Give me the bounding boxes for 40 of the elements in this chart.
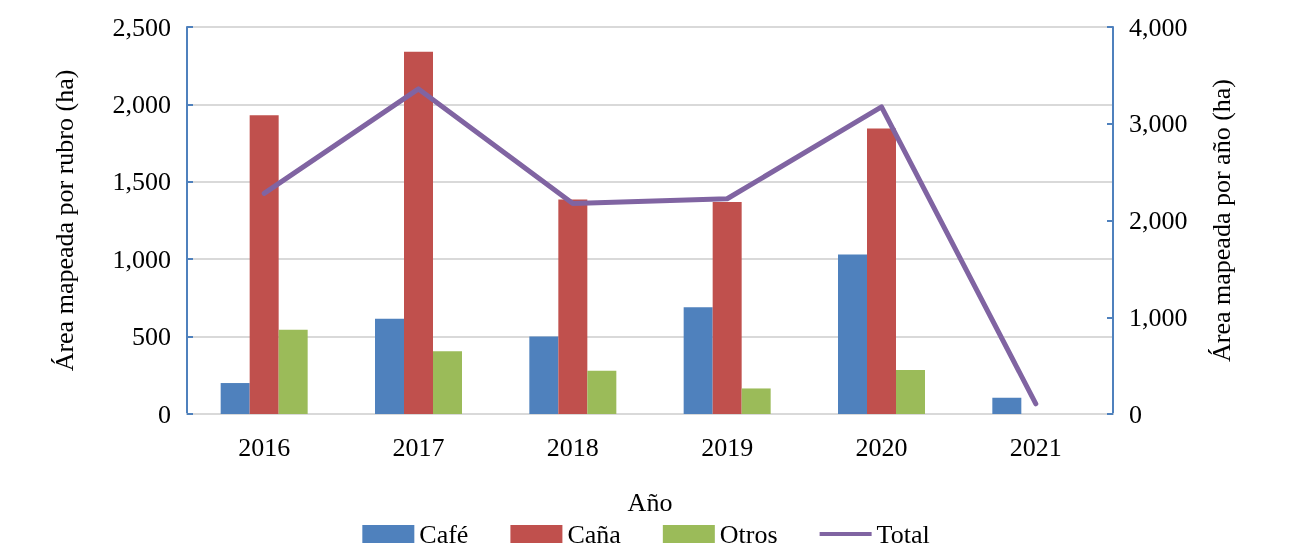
bar — [896, 369, 925, 414]
y-tick-label: 1,000 — [112, 244, 171, 274]
x-tick-label: 2017 — [392, 432, 445, 462]
y-axis-title: Área mapeada por rubro (ha) — [49, 69, 79, 372]
y-tick-label: 2,500 — [112, 12, 171, 42]
bar — [867, 128, 896, 414]
y-tick-label: 500 — [132, 322, 171, 352]
bar — [278, 329, 308, 414]
y-tick-label: 1,500 — [112, 167, 171, 197]
y2-tick-label: 4,000 — [1129, 12, 1188, 42]
bar — [741, 388, 771, 414]
y2-tick-label: 0 — [1129, 399, 1142, 429]
bar — [838, 254, 867, 414]
y2-tick-label: 2,000 — [1129, 206, 1188, 235]
y2-tick-label: 3,000 — [1129, 109, 1188, 139]
y2-tick-label: 1,000 — [1129, 302, 1188, 332]
legend-label: Caña — [567, 519, 622, 549]
x-tick-label: 2021 — [1009, 432, 1062, 462]
bar — [683, 307, 713, 414]
x-axis-title: Año — [627, 487, 673, 517]
x-tick-label: 2016 — [238, 432, 291, 462]
bar — [404, 51, 433, 414]
legend-label: Otros — [719, 519, 778, 549]
bar — [375, 318, 404, 414]
y-tick-label: 2,000 — [112, 89, 171, 119]
x-tick-label: 2019 — [701, 432, 754, 462]
y2-axis-title: Área mapeada por año (ha) — [1206, 79, 1236, 362]
x-tick-label: 2018 — [546, 432, 599, 462]
legend-label: Total — [876, 519, 930, 549]
bar — [712, 201, 742, 414]
bar — [433, 351, 462, 414]
bar — [529, 336, 559, 414]
y-tick-label: 0 — [158, 399, 171, 429]
bar — [587, 370, 617, 414]
bar — [558, 199, 588, 414]
bar — [249, 115, 279, 414]
x-tick-label: 2020 — [855, 432, 908, 462]
bar — [220, 383, 250, 414]
bar — [992, 397, 1022, 414]
legend-label: Café — [419, 519, 469, 549]
